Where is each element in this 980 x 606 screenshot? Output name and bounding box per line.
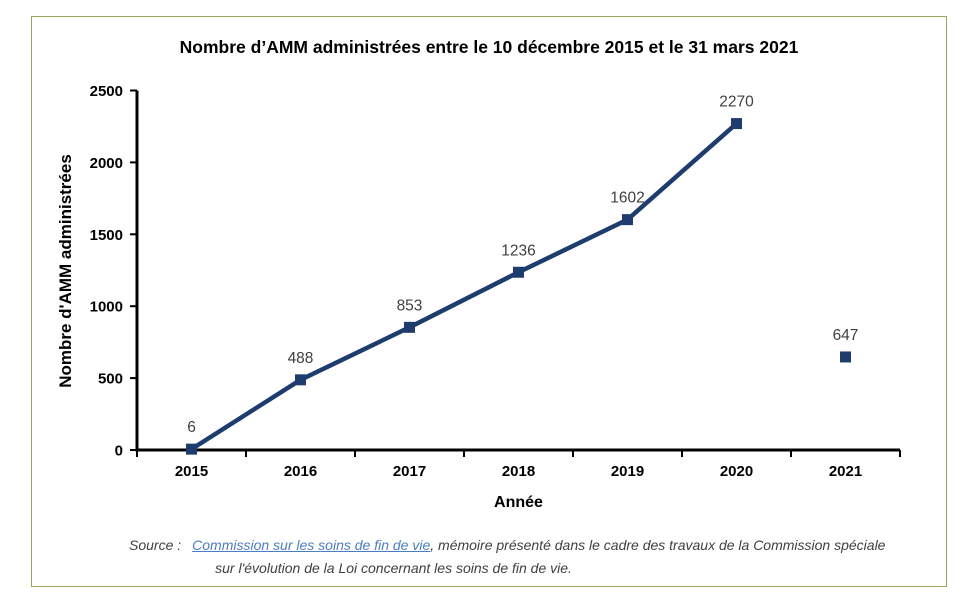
- x-axis-title: Année: [494, 494, 543, 511]
- data-point-marker: [404, 321, 415, 333]
- source-body: Commission sur les soins de fin de vie, …: [192, 534, 885, 580]
- x-axis-tick-label: 2021: [829, 463, 862, 480]
- source-link[interactable]: Commission sur les soins de fin de vie: [192, 537, 431, 553]
- source-note: Source : Commission sur les soins de fin…: [129, 534, 885, 580]
- y-axis-tick-label: 2500: [90, 83, 123, 100]
- data-point-marker: [731, 118, 742, 130]
- data-point-marker: [513, 266, 524, 278]
- data-point-label: 6: [187, 419, 196, 436]
- data-point-label: 1236: [501, 242, 535, 259]
- x-axis-tick-label: 2018: [502, 463, 535, 480]
- data-point-marker: [186, 443, 197, 455]
- chart-title: Nombre d’AMM administrées entre le 10 dé…: [179, 37, 799, 57]
- data-point-marker: [295, 374, 306, 386]
- y-axis-tick-label: 500: [98, 371, 123, 388]
- x-axis-tick-label: 2019: [611, 463, 644, 480]
- data-point-label: 488: [288, 350, 314, 367]
- data-point-marker: [622, 214, 633, 226]
- source-text-line2: sur l'évolution de la Loi concernant les…: [215, 560, 572, 576]
- x-axis-tick-label: 2015: [175, 463, 208, 480]
- y-axis-tick-label: 0: [115, 443, 123, 460]
- series-line: [190, 121, 738, 452]
- x-axis-tick-label: 2017: [393, 463, 426, 480]
- x-axis-tick-label: 2020: [720, 463, 753, 480]
- x-axis-tick-label: 2016: [284, 463, 317, 480]
- chart-frame: Nombre d’AMM administrées entre le 10 dé…: [31, 16, 947, 587]
- data-point-label: 1602: [610, 190, 644, 207]
- data-point-label: 2270: [719, 94, 754, 111]
- y-axis-tick-label: 1000: [90, 299, 123, 316]
- source-text-after-link: , mémoire présenté dans le cadre des tra…: [430, 537, 886, 553]
- data-point-marker: [840, 351, 851, 363]
- y-axis-tick-label: 1500: [90, 227, 123, 244]
- y-axis-tick-label: 2000: [90, 155, 123, 172]
- data-point-label: 647: [833, 327, 859, 344]
- source-label: Source :: [129, 537, 182, 553]
- chart-plot: 0 500 1000 1500 2000 2500 2015 2016 2017 2018 2019…: [90, 83, 901, 480]
- source-line1: Commission sur les soins de fin de vie, …: [192, 537, 885, 553]
- data-point-label: 853: [397, 297, 423, 314]
